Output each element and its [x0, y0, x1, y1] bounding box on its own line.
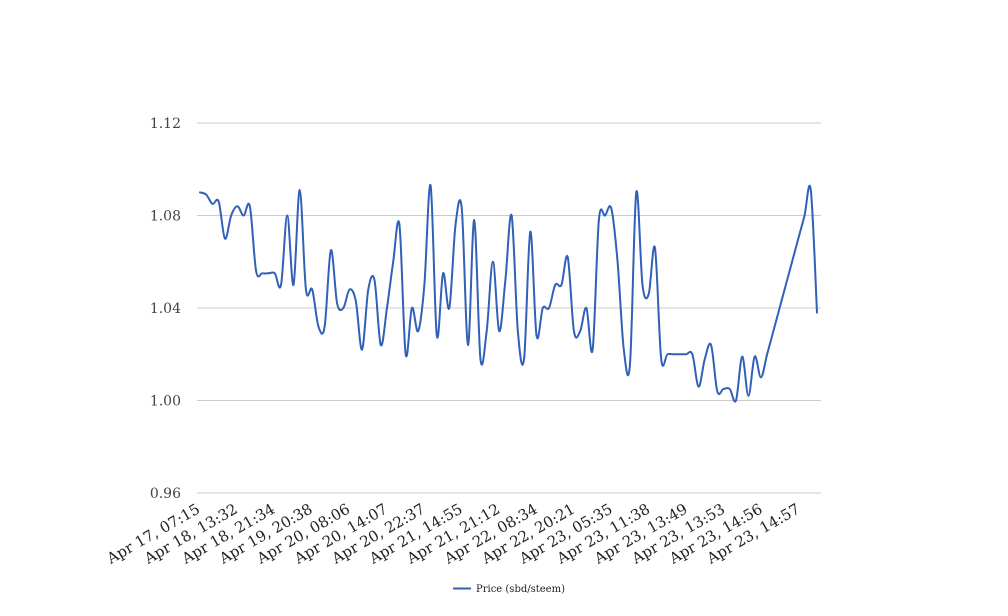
y-axis-ticks: 0.96 1.00 1.04 1.08 1.12	[150, 116, 181, 502]
y-tick-label: 1.12	[150, 116, 181, 132]
y-tick-label: 1.08	[150, 209, 181, 225]
legend[interactable]: Price (sbd/steem)	[453, 584, 565, 595]
series-layer	[199, 184, 818, 403]
y-tick-label: 0.96	[150, 486, 181, 502]
y-tick-label: 1.04	[150, 301, 181, 317]
y-tick-label: 1.00	[150, 394, 181, 410]
series-line-price	[199, 184, 818, 403]
grid-layer	[197, 122, 821, 494]
legend-label-price: Price (sbd/steem)	[476, 584, 565, 595]
